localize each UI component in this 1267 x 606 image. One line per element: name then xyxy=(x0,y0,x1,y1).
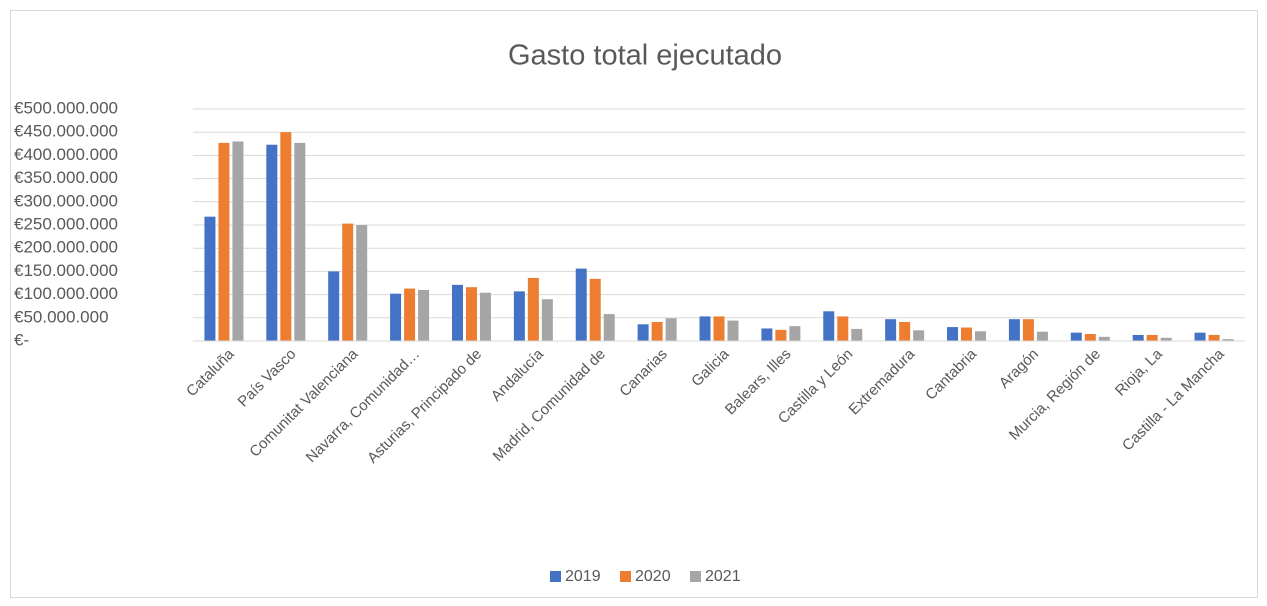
bar xyxy=(575,268,587,341)
bar xyxy=(713,316,725,341)
bar xyxy=(665,318,677,341)
bar xyxy=(947,327,959,341)
bar xyxy=(775,329,787,341)
legend-swatch xyxy=(620,571,631,582)
bar xyxy=(541,299,553,341)
bar xyxy=(294,142,306,341)
bar xyxy=(913,330,925,341)
bar xyxy=(404,288,416,341)
bar xyxy=(1008,319,1020,341)
y-tick-label: €- xyxy=(14,330,29,349)
legend-label: 2019 xyxy=(565,568,601,585)
y-tick-label: €100.000.000 xyxy=(14,284,118,303)
bar xyxy=(1098,336,1110,341)
bar xyxy=(328,271,340,341)
bar xyxy=(479,292,491,341)
bar xyxy=(885,319,897,341)
bar xyxy=(204,216,216,341)
bar xyxy=(899,321,911,341)
bar xyxy=(761,328,773,341)
bar xyxy=(1022,319,1034,341)
y-tick-label: €50.000.000 xyxy=(14,307,109,326)
legend-label: 2021 xyxy=(705,568,741,585)
bar xyxy=(356,225,368,341)
y-tick-label: €450.000.000 xyxy=(14,122,118,141)
bar xyxy=(218,142,230,341)
bar xyxy=(975,331,987,341)
bar xyxy=(1194,332,1206,341)
y-tick-label: €250.000.000 xyxy=(14,214,118,233)
chart-title: Gasto total ejecutado xyxy=(508,40,782,72)
y-tick-label: €400.000.000 xyxy=(14,145,118,164)
bar xyxy=(727,320,739,341)
legend-swatch xyxy=(550,571,561,582)
bar xyxy=(789,326,801,341)
y-tick-label: €300.000.000 xyxy=(14,191,118,210)
bar xyxy=(418,289,430,341)
bar xyxy=(637,324,649,341)
bar xyxy=(1070,332,1082,341)
bar xyxy=(1084,334,1096,341)
y-tick-label: €150.000.000 xyxy=(14,261,118,280)
legend-label: 2020 xyxy=(635,568,671,585)
bar xyxy=(589,278,601,341)
bar xyxy=(451,284,463,341)
bar xyxy=(232,141,244,341)
bar xyxy=(1160,337,1172,341)
legend-swatch xyxy=(690,571,701,582)
bar xyxy=(1036,331,1048,341)
bar xyxy=(527,277,539,341)
bar xyxy=(837,316,849,341)
bar xyxy=(266,144,278,341)
bar xyxy=(465,287,477,341)
y-tick-label: €500.000.000 xyxy=(14,98,118,117)
bar xyxy=(1132,334,1144,341)
bar xyxy=(699,316,711,341)
bar xyxy=(651,321,663,341)
bar xyxy=(1208,334,1220,341)
bar xyxy=(823,311,835,341)
bar xyxy=(342,223,354,341)
y-tick-label: €350.000.000 xyxy=(14,168,118,187)
y-tick-label: €200.000.000 xyxy=(14,238,118,257)
bar xyxy=(603,314,615,341)
bar xyxy=(851,328,863,341)
bar xyxy=(280,132,292,341)
bar xyxy=(513,291,525,341)
bar xyxy=(1146,334,1158,341)
chart-border xyxy=(10,10,1258,598)
bar xyxy=(390,293,402,341)
bar xyxy=(961,327,973,341)
bar xyxy=(1222,339,1234,341)
